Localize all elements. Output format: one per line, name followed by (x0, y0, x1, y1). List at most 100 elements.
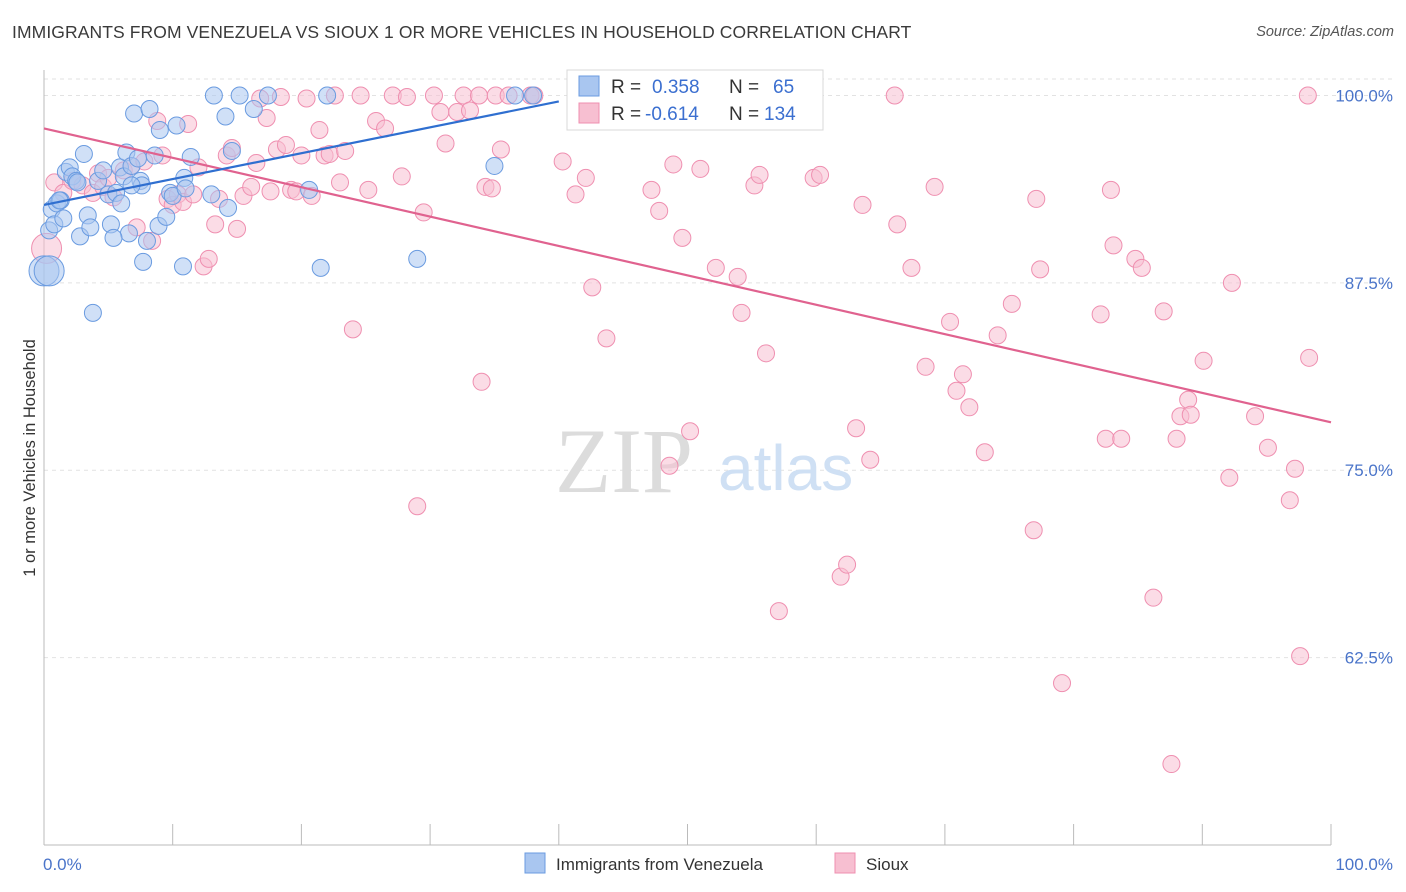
sioux-point-133 (1220, 468, 1239, 487)
sioux-point-88 (706, 258, 725, 277)
sioux-point-66 (460, 101, 479, 120)
sioux-point-78 (576, 168, 595, 187)
sioux-point-62 (431, 102, 450, 121)
sioux-point-108 (947, 381, 966, 400)
legend: Immigrants from Venezuela Sioux (524, 852, 909, 874)
sioux-point-36 (261, 182, 280, 201)
venezuela-point-17 (94, 161, 113, 180)
stats-n-label-blue: N = (729, 77, 759, 98)
legend-label-sioux: Sioux (866, 855, 909, 874)
sioux-point-76 (553, 152, 572, 171)
y-tick-label-0: 62.5% (1345, 649, 1393, 668)
sioux-point-45 (310, 120, 329, 139)
sioux-point-59 (408, 497, 427, 516)
sioux-point-120 (1101, 180, 1120, 199)
trendlines (43, 100, 1332, 424)
venezuela-point-15 (83, 303, 102, 322)
sioux-point-112 (988, 326, 1007, 345)
sioux-point-98 (838, 555, 857, 574)
venezuela-point-48 (219, 198, 238, 217)
watermark-atlas: atlas (718, 432, 853, 504)
venezuela-point-12 (74, 144, 93, 163)
venezuela-point-62 (104, 228, 123, 247)
venezuela-point-55 (318, 86, 337, 105)
sioux-point-61 (424, 86, 443, 105)
sioux-point-89 (728, 267, 747, 286)
sioux-point-138 (1285, 459, 1304, 478)
venezuela-point-45 (202, 185, 221, 204)
sioux-point-60 (414, 203, 433, 222)
sioux-point-49 (331, 173, 350, 192)
sioux-point-109 (953, 365, 972, 384)
stats-swatch-pink (578, 102, 600, 124)
sioux-point-52 (351, 86, 370, 105)
venezuela-point-59 (524, 86, 543, 105)
stats-r-value-blue: 0.358 (652, 77, 700, 98)
sioux-point-130 (1179, 390, 1198, 409)
venezuela-point-31 (134, 252, 153, 271)
sioux-point-94 (769, 602, 788, 621)
venezuela-point-43 (176, 179, 195, 198)
x-tick-label-max: 100.0% (1335, 855, 1393, 874)
venezuela-point-6 (54, 209, 73, 228)
venezuela-point-27 (125, 104, 144, 123)
venezuela-point-50 (230, 86, 249, 105)
stats-box: R = 0.358 N = 65 R = -0.614 N = 134 (566, 69, 824, 131)
venezuela-point-57 (485, 156, 504, 175)
sioux-point-67 (470, 86, 489, 105)
venezuela-point-49 (222, 141, 241, 160)
stats-box-frame (566, 69, 824, 131)
venezuela-point-22 (112, 194, 131, 213)
sioux-point-141 (1298, 86, 1317, 105)
venezuela-point-41 (173, 257, 192, 276)
trendline-venezuela (43, 100, 560, 206)
sioux-point-80 (597, 329, 616, 348)
y-tick-label-3: 100.0% (1335, 86, 1393, 105)
sioux-point-125 (1144, 588, 1163, 607)
venezuela-point-52 (258, 86, 277, 105)
sioux-point-35 (257, 108, 276, 127)
chart-source: Source: ZipAtlas.com (1256, 24, 1394, 40)
sioux-point-50 (336, 141, 355, 160)
series-venezuela (28, 86, 543, 322)
sioux-point-85 (673, 228, 692, 247)
sioux-point-140 (1300, 348, 1319, 367)
sioux-point-111 (975, 443, 994, 462)
sioux-point-136 (1258, 438, 1277, 457)
sioux-point-87 (691, 159, 710, 178)
sioux-point-83 (660, 456, 679, 475)
venezuela-point-51 (244, 99, 263, 118)
stats-r-label-blue: R = (611, 77, 641, 98)
sioux-point-57 (392, 167, 411, 186)
sioux-point-107 (941, 312, 960, 331)
legend-swatch-sioux (834, 852, 856, 874)
sioux-point-101 (861, 450, 880, 469)
sioux-point-139 (1291, 647, 1310, 666)
legend-swatch-venezuela (524, 852, 546, 874)
sioux-point-79 (583, 278, 602, 297)
venezuela-point-14 (81, 218, 100, 237)
sioux-point-72 (491, 140, 510, 159)
venezuela-point-64 (68, 173, 87, 192)
sioux-point-116 (1031, 260, 1050, 279)
sioux-point-128 (1167, 429, 1186, 448)
sioux-point-118 (1091, 305, 1110, 324)
sioux-point-65 (454, 86, 473, 105)
stats-n-value-pink: 134 (764, 104, 796, 125)
sioux-point-70 (482, 179, 501, 198)
y-axis-title: 1 or more Vehicles in Household (21, 339, 39, 577)
sioux-point-43 (297, 89, 316, 108)
venezuela-point-32 (137, 231, 156, 250)
venezuela-point-54 (311, 258, 330, 277)
venezuela-point-25 (119, 224, 138, 243)
venezuela-point-56 (408, 249, 427, 268)
sioux-point-103 (888, 215, 907, 234)
sioux-point-135 (1246, 407, 1265, 426)
sioux-point-99 (847, 419, 866, 438)
sioux-point-114 (1024, 521, 1043, 540)
sioux-point-132 (1194, 351, 1213, 370)
sioux-point-84 (664, 155, 683, 174)
sioux-point-106 (925, 177, 944, 196)
y-tick-label-1: 75.0% (1345, 461, 1393, 480)
